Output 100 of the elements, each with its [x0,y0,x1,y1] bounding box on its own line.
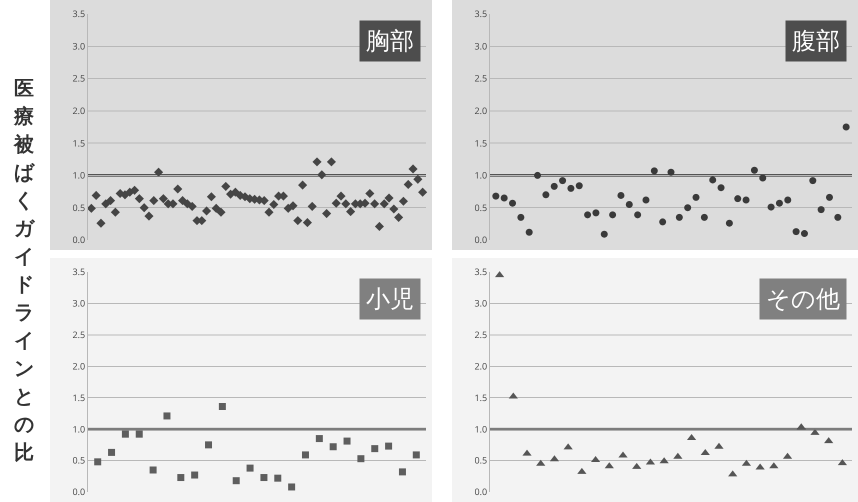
point [94,458,102,466]
point [302,451,309,458]
y-tick-label: 3.0 [474,296,488,310]
point [246,464,254,472]
point [163,412,170,420]
y-tick-label: 2.0 [474,104,488,118]
point [776,200,783,207]
point [834,214,842,221]
point [559,177,566,184]
y-tick-label: 2.0 [72,359,86,372]
point [150,466,157,474]
point [626,200,633,208]
y-tick-label: 0.5 [474,200,488,214]
point [136,430,143,438]
point [330,443,337,450]
y-tick-label: 2.5 [474,328,488,342]
point [509,200,516,207]
y-tick-label: 0.0 [474,233,488,246]
point [385,442,392,450]
point [734,195,742,202]
point [344,438,351,445]
point [550,182,558,190]
point [592,209,600,216]
point [232,477,240,484]
y-tick-label: 1.5 [72,390,86,404]
point [742,196,750,204]
y-tick-label: 0.5 [72,454,86,467]
y-tick-label: 2.0 [474,359,488,372]
point [218,403,226,410]
point [517,214,524,221]
point [316,435,323,442]
text: 小児 [366,285,414,313]
y-tick-label: 1.5 [72,136,86,150]
y-tick-label: 2.5 [72,72,86,85]
text: 医療被ばくガイドラインとの比 [14,76,34,464]
y-tick-label: 3.5 [474,265,488,278]
y-tick-label: 0.0 [474,485,488,498]
point [191,472,198,479]
point [650,167,658,174]
y-tick-label: 1.0 [474,422,488,436]
point [718,184,725,192]
text: その他 [766,285,840,313]
point [371,445,378,452]
point [768,204,775,211]
point [288,483,296,490]
y-tick-label: 3.0 [72,296,86,310]
y-tick-label: 0.5 [72,200,86,214]
point [412,451,420,458]
point [700,214,708,221]
point [398,468,406,476]
point [492,192,500,200]
point [260,474,268,482]
y-tick-label: 1.0 [474,168,488,182]
y-tick-label: 3.0 [474,39,488,52]
y-tick-label: 1.5 [474,390,488,404]
point [108,448,116,456]
point [659,218,666,226]
point [692,194,700,201]
point [274,474,282,482]
point [642,196,650,204]
y-tick-label: 3.0 [72,39,86,52]
y-tick-label: 3.5 [72,265,86,278]
point [668,168,674,176]
point [750,166,758,174]
point [818,206,825,214]
point [800,230,808,238]
point [584,211,592,218]
text: 腹部 [792,27,840,55]
point [676,214,683,221]
y-tick-label: 2.0 [72,104,86,118]
point [784,196,792,204]
point [357,455,364,462]
y-tick-label: 1.0 [72,422,86,436]
y-tick-label: 2.5 [72,328,86,342]
point [759,174,766,182]
y-tick-label: 0.5 [474,454,488,467]
point [205,441,212,448]
point [809,177,816,184]
point [122,430,129,438]
y-tick-label: 0.0 [72,233,86,246]
point [842,124,850,130]
point [576,182,583,190]
point [600,230,608,238]
point [534,172,542,179]
point [617,192,624,199]
y-tick-label: 3.5 [72,7,86,20]
point [709,176,716,184]
point [500,194,508,202]
point [542,191,550,198]
y-tick-label: 1.5 [474,136,488,150]
point [609,211,616,218]
text: 胸部 [366,27,414,55]
y-tick-label: 3.5 [474,7,488,20]
y-tick-label: 0.0 [72,485,86,498]
y-tick-label: 2.5 [474,72,488,85]
point [726,220,733,227]
point [684,204,692,212]
point [634,211,642,218]
point [792,228,800,236]
point [177,474,184,482]
